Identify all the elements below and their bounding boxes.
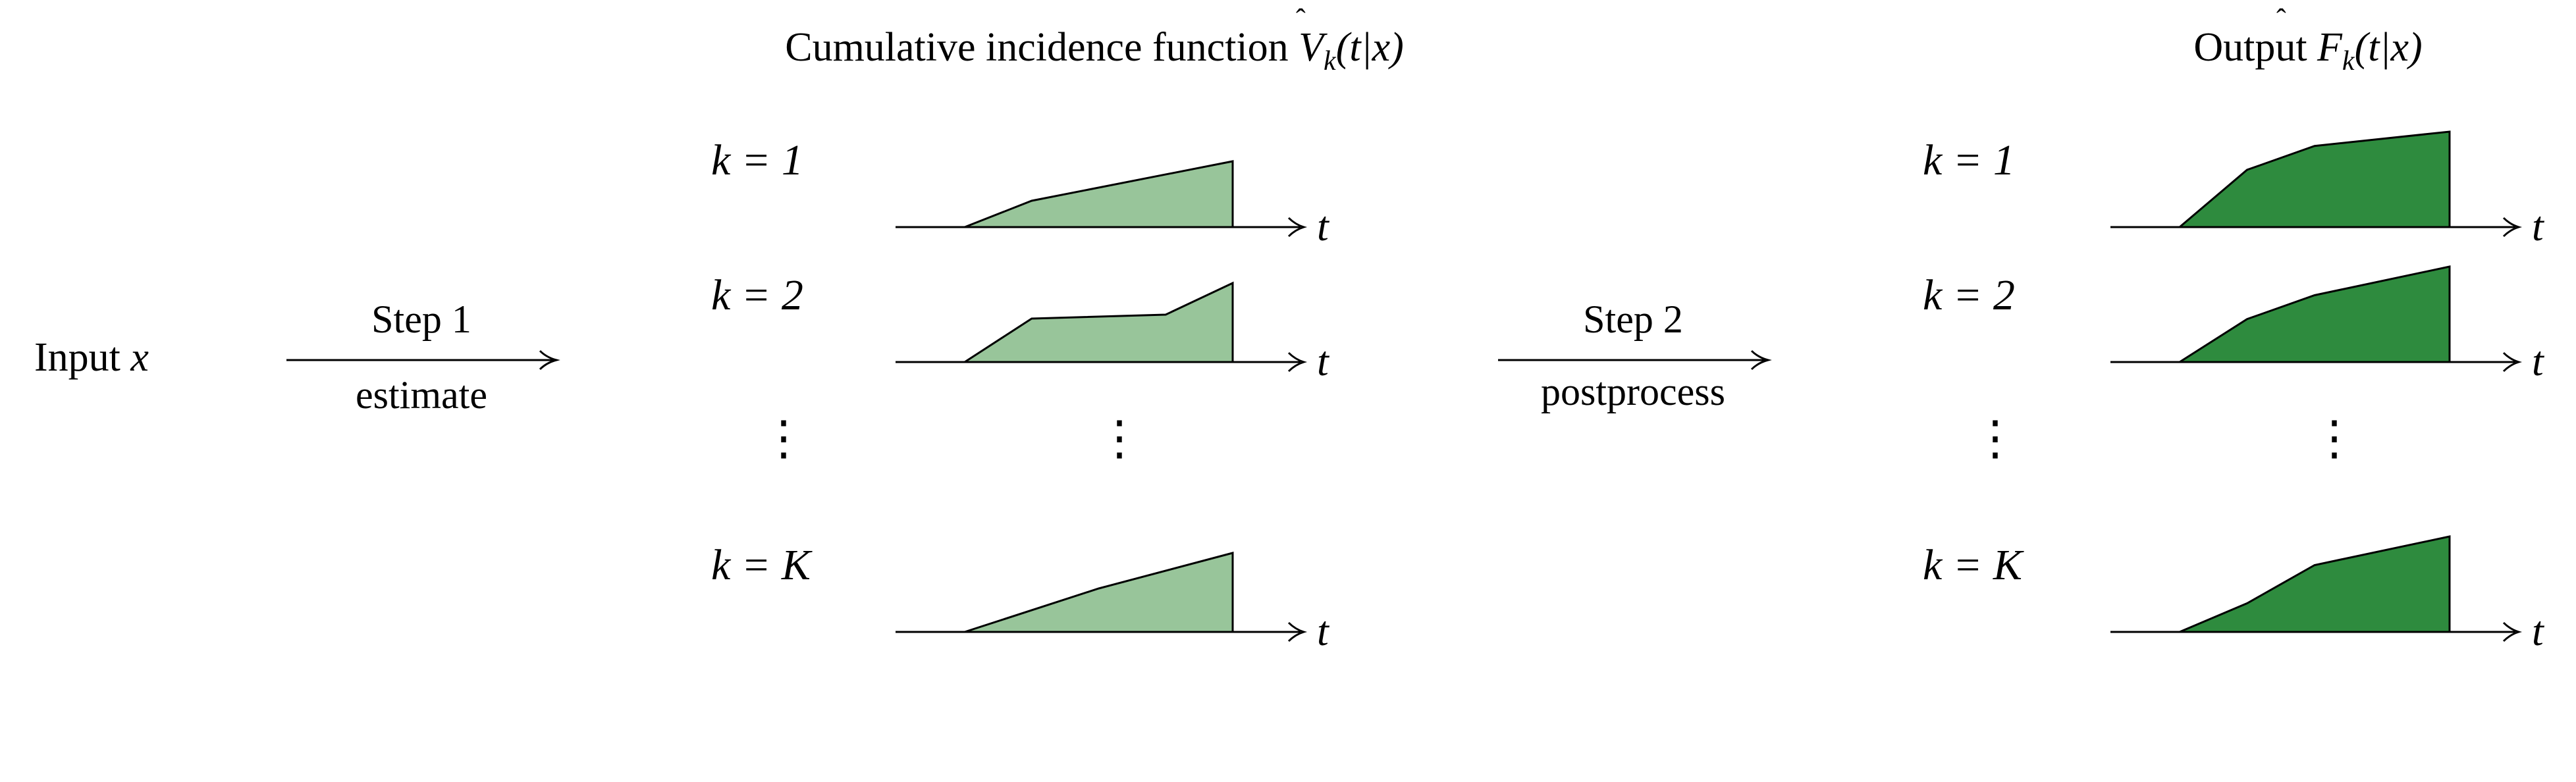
cif-row: k = 1 t bbox=[711, 136, 1330, 249]
output-k-label: k = 1 bbox=[1923, 136, 2015, 184]
output-hat-icon: ˆ bbox=[2276, 3, 2286, 36]
cif-k-label: k = 2 bbox=[711, 271, 803, 319]
cif-hat-icon: ˆ bbox=[1296, 3, 1306, 36]
output-k-label: k = K bbox=[1923, 541, 2024, 589]
output-t-label: t bbox=[2532, 203, 2545, 249]
svg-text:Input x: Input x bbox=[34, 335, 149, 380]
cif-k-label: k = 1 bbox=[711, 136, 803, 184]
cif-args: (t|x) bbox=[1336, 25, 1404, 70]
output-symbol: F bbox=[2317, 25, 2343, 70]
output-area-curve bbox=[2176, 130, 2451, 228]
output-plot-ellipsis: ⋮ bbox=[2311, 412, 2358, 465]
output-axis-arrow-icon bbox=[2502, 621, 2523, 642]
step2-arrow: Step 2 postprocess bbox=[1498, 298, 1772, 413]
cif-heading: Cumulative incidence function Vk(t|x) bbox=[785, 25, 1404, 76]
cif-axis-arrow-icon bbox=[1287, 352, 1308, 373]
input-node: Input x bbox=[34, 335, 149, 380]
cif-area-curve bbox=[964, 552, 1234, 633]
step1-arrow: Step 1 estimate bbox=[286, 298, 560, 417]
step2-subtitle: postprocess bbox=[1541, 370, 1725, 413]
cif-symbol: V bbox=[1299, 25, 1328, 70]
output-row: k = K t bbox=[1923, 535, 2545, 654]
step2-title: Step 2 bbox=[1583, 298, 1683, 341]
output-t-label: t bbox=[2532, 338, 2545, 384]
cif-axis-arrow-icon bbox=[1287, 217, 1308, 238]
cif-t-label: t bbox=[1317, 203, 1330, 249]
output-row: k = 1 t bbox=[1923, 130, 2545, 249]
cif-subscript: k bbox=[1324, 46, 1337, 76]
output-axis-arrow-icon bbox=[2502, 352, 2523, 373]
output-args: (t|x) bbox=[2355, 25, 2423, 70]
cif-plot-ellipsis: ⋮ bbox=[1096, 412, 1143, 465]
output-subscript: k bbox=[2342, 46, 2355, 76]
output-area-curve bbox=[2179, 535, 2451, 633]
input-label: Input bbox=[34, 335, 130, 380]
output-axis-arrow-icon bbox=[2502, 217, 2523, 238]
output-panel: k = 1 t k = 2 t ⋮ ⋮ k = K t bbox=[1923, 130, 2545, 654]
cif-area-curve bbox=[964, 160, 1234, 228]
cif-t-label: t bbox=[1317, 608, 1330, 654]
output-row-ellipsis-label: ⋮ bbox=[1972, 412, 2019, 465]
output-heading: Output Fk(t|x) bbox=[2193, 25, 2422, 76]
cif-row: k = 2 t bbox=[711, 271, 1330, 384]
cif-area-curve bbox=[961, 281, 1234, 363]
output-k-label: k = 2 bbox=[1923, 271, 2015, 319]
cif-t-label: t bbox=[1317, 338, 1330, 384]
cif-heading-text: Cumulative incidence function bbox=[785, 25, 1299, 70]
cif-k-label: k = K bbox=[711, 541, 813, 589]
cif-row: k = K t bbox=[711, 541, 1330, 654]
cif-panel: k = 1 t k = 2 t ⋮ ⋮ k = K t bbox=[711, 136, 1330, 654]
output-t-label: t bbox=[2532, 608, 2545, 654]
cif-axis-arrow-icon bbox=[1287, 621, 1308, 642]
step1-title: Step 1 bbox=[371, 298, 471, 341]
output-row: k = 2 t bbox=[1923, 265, 2545, 384]
input-variable: x bbox=[130, 335, 149, 380]
cif-row-ellipsis-label: ⋮ bbox=[760, 412, 807, 465]
step1-subtitle: estimate bbox=[356, 373, 487, 417]
output-area-curve bbox=[2176, 265, 2451, 363]
output-heading-text: Output bbox=[2193, 25, 2317, 70]
